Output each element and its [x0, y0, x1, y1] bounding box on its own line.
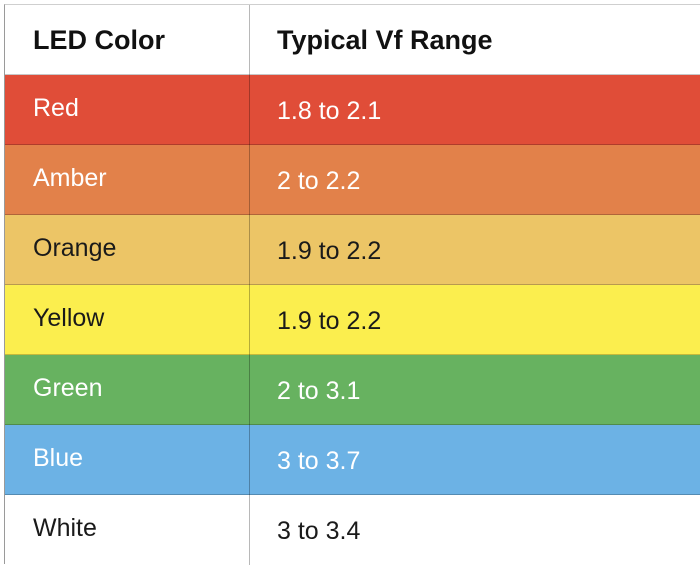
table-header-row: LED Color Typical Vf Range	[5, 5, 700, 75]
header-vf-range: Typical Vf Range	[249, 5, 700, 75]
table-row: Amber 2 to 2.2	[5, 145, 700, 215]
led-color-cell: Orange	[33, 234, 117, 262]
table-row: Orange 1.9 to 2.2	[5, 215, 700, 285]
table-row: Red 1.8 to 2.1	[5, 75, 700, 145]
table-row: Green 2 to 3.1	[5, 355, 700, 425]
table-row: Yellow 1.9 to 2.2	[5, 285, 700, 355]
led-color-cell: White	[33, 514, 97, 542]
vf-range-cell: 1.9 to 2.2	[249, 215, 700, 285]
vf-range-cell: 2 to 2.2	[249, 145, 700, 215]
vf-range-cell: 3 to 3.7	[249, 425, 700, 495]
header-led-color: LED Color	[33, 24, 165, 55]
vf-range-cell: 1.9 to 2.2	[249, 285, 700, 355]
vf-range-cell: 1.8 to 2.1	[249, 75, 700, 145]
vf-range-cell: 2 to 3.1	[249, 355, 700, 425]
table-row: White 3 to 3.4	[5, 495, 700, 565]
table-row: Blue 3 to 3.7	[5, 425, 700, 495]
led-color-cell: Green	[33, 374, 103, 402]
led-color-cell: Red	[33, 94, 79, 122]
led-vf-table: LED Color Typical Vf Range Red 1.8 to 2.…	[4, 4, 700, 565]
led-color-cell: Blue	[33, 444, 84, 472]
led-color-cell: Amber	[33, 164, 107, 192]
led-color-cell: Yellow	[33, 304, 105, 332]
vf-range-cell: 3 to 3.4	[249, 495, 700, 565]
